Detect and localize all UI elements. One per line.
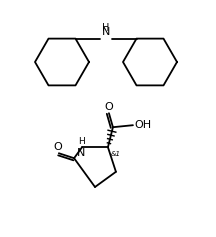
Text: N: N xyxy=(102,27,110,37)
Text: O: O xyxy=(54,142,62,152)
Text: N: N xyxy=(77,148,85,158)
Text: OH: OH xyxy=(134,120,151,130)
Text: O: O xyxy=(105,102,113,112)
Text: H: H xyxy=(78,137,84,146)
Text: &1: &1 xyxy=(111,151,121,157)
Text: H: H xyxy=(102,23,110,33)
